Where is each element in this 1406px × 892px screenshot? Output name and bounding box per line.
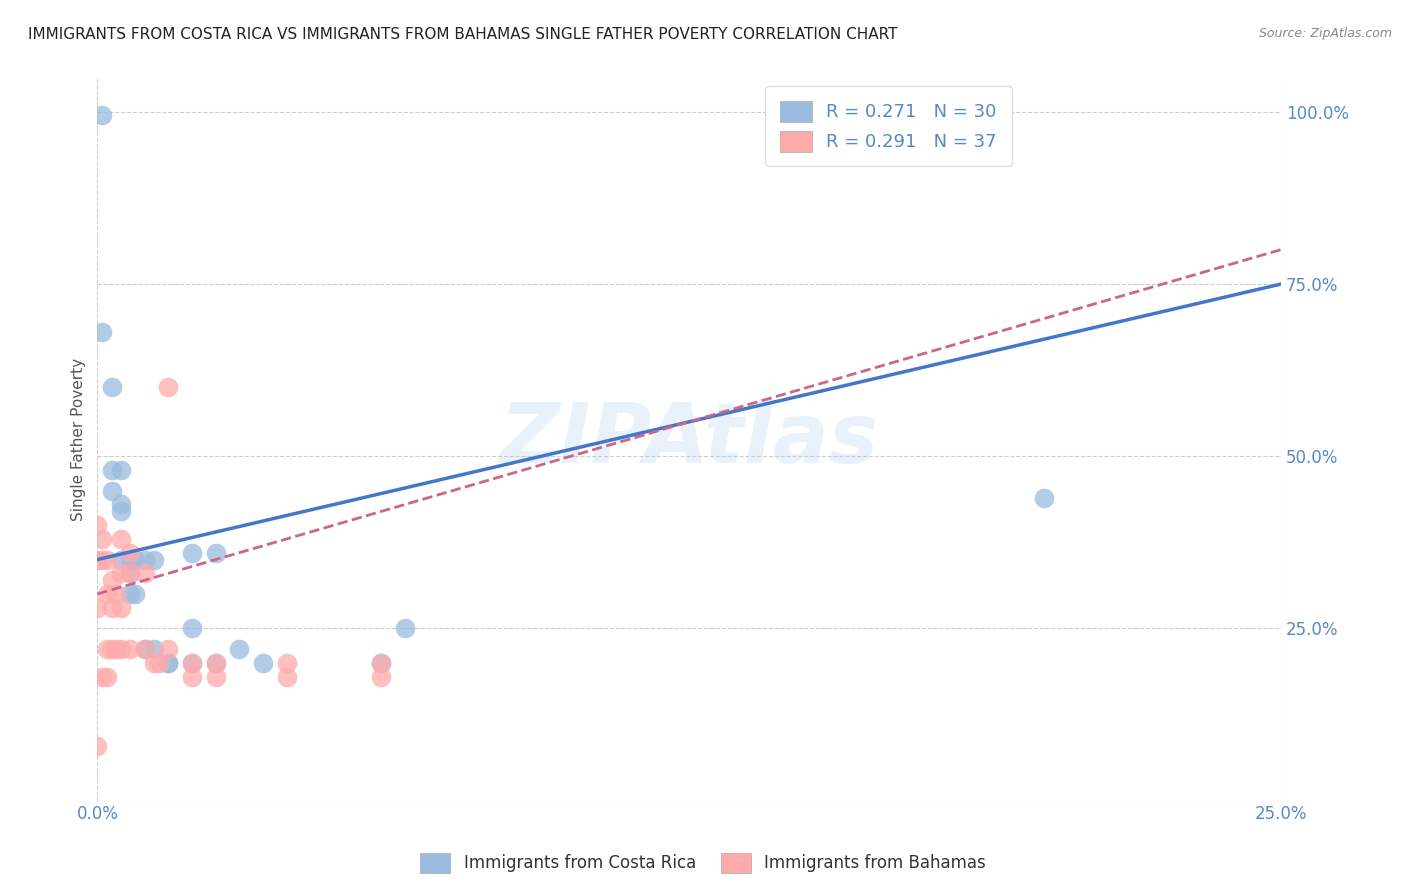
Point (276, 670, 298, 684)
Point (148, 656, 170, 670)
Point (134, 642, 156, 657)
Point (134, 566, 156, 581)
Point (91, 552, 114, 566)
Text: ZIPAtlas: ZIPAtlas (499, 399, 879, 480)
Point (394, 622, 416, 636)
Point (120, 642, 142, 657)
Point (181, 546, 204, 560)
Point (124, 587, 146, 601)
Point (91, 108, 114, 122)
Point (181, 656, 204, 670)
Point (100, 380, 122, 394)
Point (228, 642, 250, 657)
Legend: Immigrants from Costa Rica, Immigrants from Bahamas: Immigrants from Costa Rica, Immigrants f… (413, 847, 993, 880)
Point (96, 642, 118, 657)
Point (110, 463, 132, 477)
Point (157, 642, 180, 657)
Point (100, 600, 122, 615)
Text: IMMIGRANTS FROM COSTA RICA VS IMMIGRANTS FROM BAHAMAS SINGLE FATHER POVERTY CORR: IMMIGRANTS FROM COSTA RICA VS IMMIGRANTS… (28, 27, 897, 42)
Point (96, 552, 118, 566)
Point (86, 739, 108, 753)
Point (252, 656, 274, 670)
Point (134, 642, 156, 657)
Point (181, 622, 204, 636)
Point (96, 587, 118, 601)
Point (204, 656, 226, 670)
Point (105, 642, 128, 657)
Point (143, 656, 166, 670)
Point (110, 532, 132, 546)
Point (105, 587, 128, 601)
Point (143, 552, 166, 566)
Point (157, 380, 180, 394)
Point (370, 656, 392, 670)
Point (134, 552, 156, 566)
Point (100, 573, 122, 587)
Point (91, 326, 114, 340)
Point (370, 670, 392, 684)
Point (110, 600, 132, 615)
Point (86, 600, 108, 615)
Point (157, 656, 180, 670)
Legend: R = 0.271   N = 30, R = 0.291   N = 37: R = 0.271 N = 30, R = 0.291 N = 37 (765, 87, 1011, 166)
Point (204, 670, 226, 684)
Point (91, 532, 114, 546)
Point (100, 483, 122, 498)
Text: Source: ZipAtlas.com: Source: ZipAtlas.com (1258, 27, 1392, 40)
Point (157, 656, 180, 670)
Point (86, 518, 108, 533)
Point (120, 552, 142, 566)
Point (100, 642, 122, 657)
Point (110, 498, 132, 512)
Point (1033, 491, 1056, 505)
Point (143, 642, 166, 657)
Point (86, 552, 108, 566)
Point (110, 552, 132, 566)
Point (204, 546, 226, 560)
Point (100, 463, 122, 477)
Point (276, 656, 298, 670)
Y-axis label: Single Father Poverty: Single Father Poverty (72, 358, 86, 521)
Point (110, 566, 132, 581)
Point (120, 566, 142, 581)
Point (91, 670, 114, 684)
Point (110, 504, 132, 518)
Point (96, 670, 118, 684)
Point (120, 566, 142, 581)
Point (124, 552, 146, 566)
Point (110, 642, 132, 657)
Point (120, 587, 142, 601)
Point (204, 656, 226, 670)
Point (181, 656, 204, 670)
Point (120, 546, 142, 560)
Point (181, 670, 204, 684)
Point (370, 656, 392, 670)
